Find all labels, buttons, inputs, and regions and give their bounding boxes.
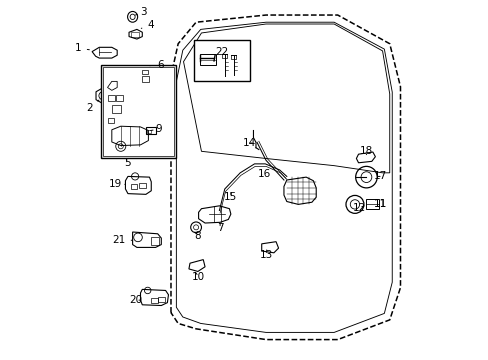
Text: 20: 20 <box>129 295 142 305</box>
Text: 18: 18 <box>359 146 372 156</box>
Bar <box>151 237 159 245</box>
Text: 11: 11 <box>373 199 386 209</box>
Text: 21: 21 <box>112 235 132 245</box>
Text: 19: 19 <box>108 179 125 189</box>
Text: 7: 7 <box>216 223 223 233</box>
Text: 9: 9 <box>150 124 162 134</box>
Text: 3: 3 <box>135 7 146 17</box>
Text: 17: 17 <box>373 171 386 181</box>
Text: 5: 5 <box>124 158 131 168</box>
Bar <box>158 297 164 302</box>
Bar <box>142 70 147 74</box>
Bar <box>112 105 121 113</box>
Bar <box>199 54 215 64</box>
Text: 13: 13 <box>260 250 273 260</box>
Bar <box>194 40 249 81</box>
Text: 12: 12 <box>352 203 365 213</box>
Text: 2: 2 <box>86 100 99 113</box>
Bar <box>116 95 122 101</box>
Bar <box>139 183 145 188</box>
Bar <box>103 67 174 156</box>
Bar <box>142 76 149 82</box>
Bar <box>131 32 139 37</box>
Bar <box>101 65 176 158</box>
Text: 11: 11 <box>373 199 386 209</box>
Bar <box>107 95 115 101</box>
Text: 22: 22 <box>215 46 228 57</box>
Text: 16: 16 <box>257 168 270 179</box>
Text: 15: 15 <box>224 192 237 202</box>
Bar <box>147 130 150 133</box>
Bar <box>151 298 158 303</box>
Text: 4: 4 <box>141 20 154 30</box>
Text: 14: 14 <box>243 138 256 148</box>
Text: 6: 6 <box>149 59 163 69</box>
Text: 8: 8 <box>194 231 201 241</box>
Bar <box>107 118 114 123</box>
Bar <box>145 127 156 134</box>
Text: 1: 1 <box>75 43 89 53</box>
Bar <box>131 184 137 189</box>
Bar <box>365 199 379 210</box>
Text: 10: 10 <box>192 272 205 282</box>
